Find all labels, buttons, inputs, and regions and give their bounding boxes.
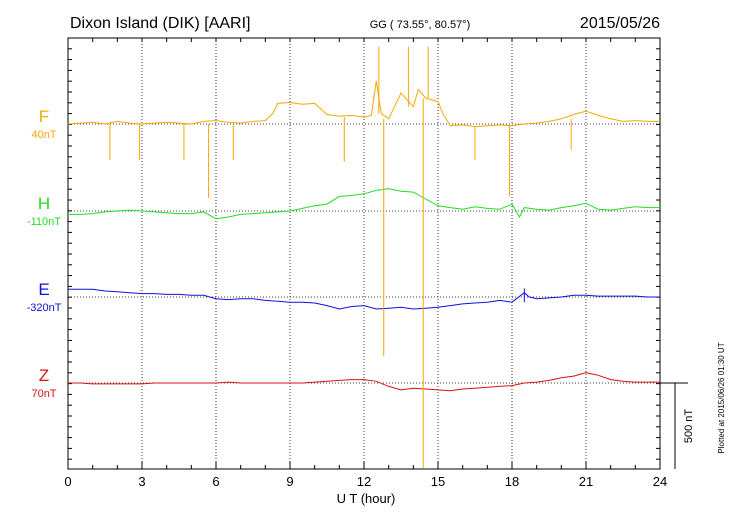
- x-tick-label: 3: [138, 474, 145, 489]
- series-f-line: [67, 80, 660, 128]
- series-z-line: [68, 372, 660, 392]
- x-tick-label: 24: [653, 474, 667, 489]
- chart-subtitle-coordinates: GG ( 73.55°, 80.57°): [370, 19, 471, 31]
- scale-bar-label: 500 nT: [683, 409, 695, 444]
- x-tick-label: 15: [431, 474, 445, 489]
- series-labels: F 40nT H -110nT E -320nT Z 70nT: [27, 107, 62, 400]
- series-f-baseline-label: 40nT: [31, 129, 56, 141]
- series-e-name: E: [38, 280, 49, 299]
- chart-date: 2015/05/26: [580, 15, 660, 32]
- x-tick-label: 6: [212, 474, 219, 489]
- chart-title: Dixon Island (DIK) [AARI]: [70, 15, 251, 32]
- series-h-line: [68, 188, 660, 220]
- series-e-baseline-label: -320nT: [27, 302, 62, 314]
- x-axis-label: U T (hour): [337, 491, 396, 506]
- plotted-at-note: Plotted at 2015/06/26 01:30 UT: [717, 342, 726, 453]
- x-tick-label: 0: [64, 474, 71, 489]
- plot-grid: [67, 37, 661, 470]
- scale-bar: 500 nT: [660, 382, 695, 469]
- series-e-line: [68, 288, 660, 310]
- x-tick-label: 9: [286, 474, 293, 489]
- series-z-baseline-label: 70nT: [31, 388, 56, 400]
- series-layer: [67, 46, 660, 468]
- series-f-name: F: [39, 107, 49, 126]
- x-tick-label: 21: [579, 474, 593, 489]
- x-axis-ticks: 0 3 6 9 12 15 18 21 24: [64, 462, 667, 489]
- x-tick-label: 12: [357, 474, 371, 489]
- x-tick-label: 18: [505, 474, 519, 489]
- series-h-baseline-label: -110nT: [27, 216, 61, 228]
- series-h-name: H: [38, 194, 50, 213]
- series-z-name: Z: [39, 366, 49, 385]
